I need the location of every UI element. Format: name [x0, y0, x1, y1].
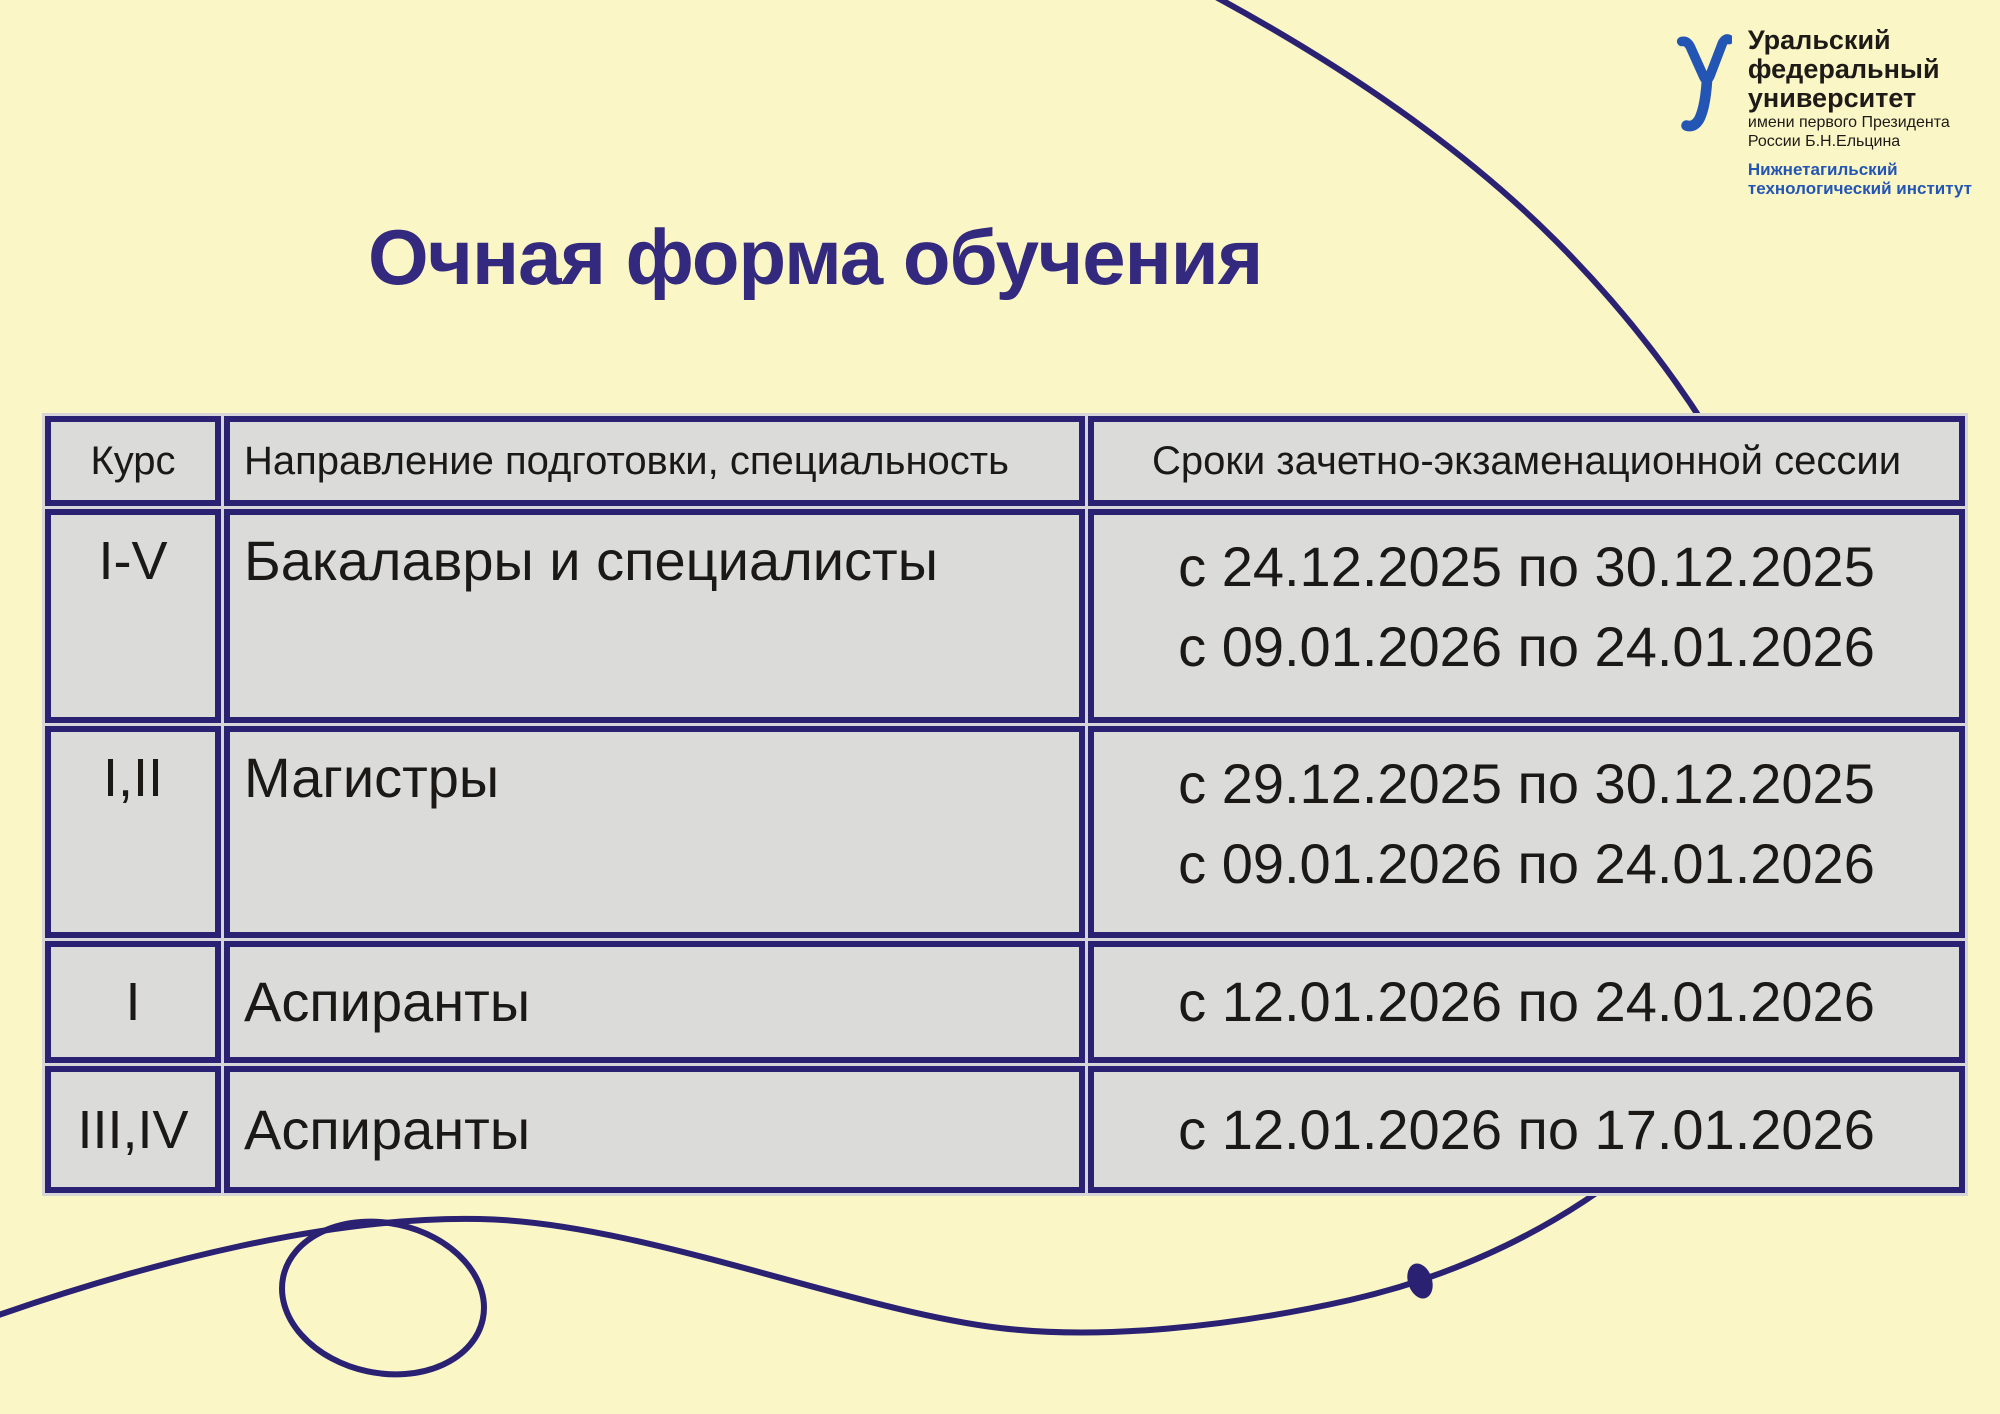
table-row: I,II Магистры с 29.12.2025 по 30.12.2025…	[45, 726, 1965, 938]
program-cell: Бакалавры и специалисты	[224, 509, 1085, 723]
logo-name-line: Уральский	[1747, 25, 1891, 55]
table-row: I-V Бакалавры и специалисты с 24.12.2025…	[45, 509, 1965, 723]
university-logo: Уральский федеральный университет имени …	[1674, 26, 1972, 198]
logo-name-line: университет	[1747, 83, 1917, 113]
logo-name-line: федеральный	[1747, 54, 1940, 84]
dates-cell: с 29.12.2025 по 30.12.2025 с 09.01.2026 …	[1088, 726, 1965, 938]
page-title: Очная форма обучения	[368, 213, 1263, 301]
logo-subtitle-line: имени первого Президента	[1747, 114, 1950, 131]
date-range: с 12.01.2026 по 17.01.2026	[1178, 1097, 1875, 1161]
dates-cell: с 12.01.2026 по 17.01.2026	[1088, 1066, 1965, 1193]
logo-institute-line: Нижнетагильский	[1747, 160, 1898, 179]
program-cell: Аспиранты	[224, 941, 1085, 1063]
date-range: с 09.01.2026 по 24.01.2026	[1178, 615, 1875, 678]
loop-curve	[279, 1218, 487, 1378]
urfu-u-icon	[1676, 34, 1732, 132]
dates-cell: с 12.01.2026 по 24.01.2026	[1088, 941, 1965, 1063]
course-cell: I-V	[45, 509, 221, 723]
table-row: I Аспиранты с 12.01.2026 по 24.01.2026	[45, 941, 1965, 1063]
course-cell: I	[45, 941, 221, 1063]
dates-cell: с 24.12.2025 по 30.12.2025 с 09.01.2026 …	[1088, 509, 1965, 723]
date-range: с 12.01.2026 по 24.01.2026	[1178, 970, 1875, 1033]
arc-wave-curve	[0, 0, 1821, 1336]
table-header-row: Курс Направление подготовки, специальнос…	[45, 416, 1965, 506]
logo-institute-line: технологический институт	[1747, 179, 1972, 198]
date-range: с 24.12.2025 по 30.12.2025	[1178, 535, 1875, 598]
header-course: Курс	[45, 416, 221, 506]
header-program: Направление подготовки, специальность	[224, 416, 1085, 506]
course-cell: III,IV	[45, 1066, 221, 1193]
schedule-table: Курс Направление подготовки, специальнос…	[42, 413, 1968, 1196]
header-session-dates: Сроки зачетно-экзаменационной сессии	[1088, 416, 1965, 506]
program-cell: Магистры	[224, 726, 1085, 938]
date-range: с 29.12.2025 по 30.12.2025	[1178, 752, 1875, 815]
date-range: с 09.01.2026 по 24.01.2026	[1178, 832, 1875, 895]
logo-text-block: Уральский федеральный университет имени …	[1747, 25, 1972, 199]
course-cell: I,II	[45, 726, 221, 938]
table-row: III,IV Аспиранты с 12.01.2026 по 17.01.2…	[45, 1066, 1965, 1193]
curve-dot	[1407, 1263, 1433, 1299]
logo-subtitle-line: России Б.Н.Ельцина	[1747, 133, 1901, 150]
program-cell: Аспиранты	[224, 1066, 1085, 1193]
